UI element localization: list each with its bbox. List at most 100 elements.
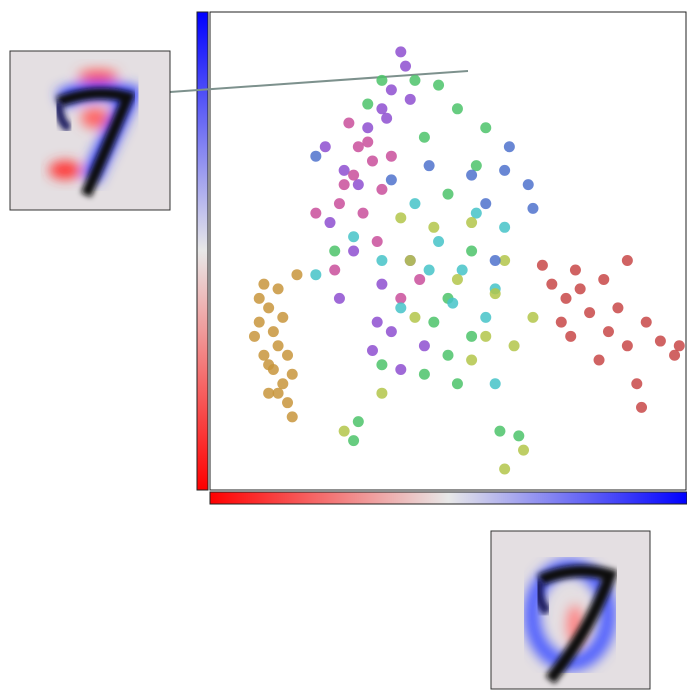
- vertical-colorbar: [197, 12, 208, 490]
- point: [381, 113, 392, 124]
- point: [400, 61, 411, 72]
- thumbnail-top: [10, 51, 170, 210]
- point: [376, 184, 387, 195]
- point: [339, 179, 350, 190]
- point: [598, 274, 609, 285]
- point: [263, 359, 274, 370]
- point: [424, 160, 435, 171]
- point: [376, 279, 387, 290]
- point: [443, 350, 454, 361]
- point: [376, 359, 387, 370]
- point: [339, 426, 350, 437]
- point: [424, 264, 435, 275]
- point: [433, 80, 444, 91]
- point: [509, 340, 520, 351]
- point: [452, 103, 463, 114]
- point: [376, 255, 387, 266]
- point: [409, 198, 420, 209]
- page: [0, 0, 687, 690]
- point: [452, 378, 463, 389]
- point: [494, 426, 505, 437]
- point: [433, 236, 444, 247]
- point: [395, 302, 406, 313]
- point: [622, 255, 633, 266]
- point: [570, 264, 581, 275]
- point: [419, 340, 430, 351]
- point: [466, 331, 477, 342]
- point: [480, 122, 491, 133]
- point: [452, 274, 463, 285]
- point: [343, 118, 354, 129]
- point: [386, 84, 397, 95]
- point: [263, 388, 274, 399]
- point: [291, 269, 302, 280]
- point: [527, 203, 538, 214]
- point: [419, 132, 430, 143]
- point: [546, 279, 557, 290]
- point: [655, 336, 666, 347]
- point: [334, 198, 345, 209]
- point: [310, 151, 321, 162]
- point: [490, 378, 501, 389]
- point: [490, 288, 501, 299]
- point: [575, 283, 586, 294]
- point: [277, 378, 288, 389]
- point: [537, 260, 548, 271]
- point: [325, 217, 336, 228]
- point: [367, 345, 378, 356]
- point: [386, 174, 397, 185]
- point: [287, 411, 298, 422]
- point: [631, 378, 642, 389]
- point: [353, 416, 364, 427]
- point: [329, 264, 340, 275]
- point: [674, 340, 685, 351]
- point: [513, 430, 524, 441]
- point: [490, 255, 501, 266]
- point: [636, 402, 647, 413]
- point: [282, 397, 293, 408]
- point: [556, 317, 567, 328]
- point: [258, 279, 269, 290]
- point: [480, 198, 491, 209]
- point: [339, 165, 350, 176]
- point: [353, 179, 364, 190]
- point: [443, 189, 454, 200]
- point: [466, 170, 477, 181]
- horizontal-colorbar: [210, 492, 687, 504]
- point: [263, 302, 274, 313]
- point: [419, 369, 430, 380]
- point: [254, 317, 265, 328]
- point: [320, 141, 331, 152]
- point: [447, 298, 458, 309]
- point: [466, 355, 477, 366]
- point: [334, 293, 345, 304]
- point: [310, 208, 321, 219]
- point: [376, 103, 387, 114]
- point: [480, 331, 491, 342]
- thumbnail-bottom: [491, 531, 650, 689]
- point: [282, 350, 293, 361]
- point: [310, 269, 321, 280]
- point: [409, 312, 420, 323]
- point: [428, 222, 439, 233]
- point: [414, 274, 425, 285]
- point: [594, 355, 605, 366]
- point: [273, 340, 284, 351]
- point: [499, 255, 510, 266]
- point: [348, 231, 359, 242]
- point: [405, 255, 416, 266]
- point: [376, 388, 387, 399]
- point: [348, 435, 359, 446]
- point: [258, 350, 269, 361]
- point: [499, 464, 510, 475]
- point: [405, 94, 416, 105]
- point: [249, 331, 260, 342]
- point: [641, 317, 652, 328]
- embedding-view: [0, 0, 687, 690]
- point: [353, 141, 364, 152]
- point: [372, 236, 383, 247]
- point: [273, 388, 284, 399]
- point: [287, 369, 298, 380]
- point: [329, 246, 340, 257]
- point: [527, 312, 538, 323]
